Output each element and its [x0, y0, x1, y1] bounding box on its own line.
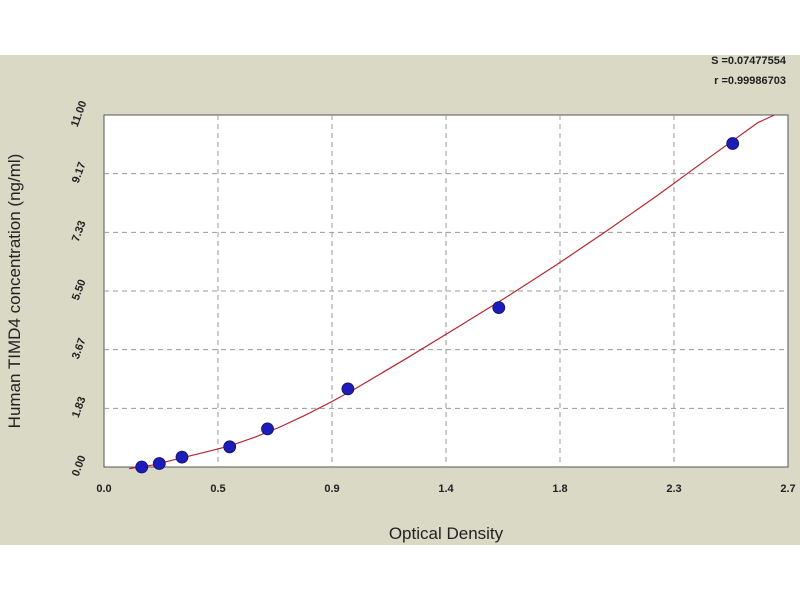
y-tick-label: 11.00 [69, 99, 89, 128]
data-point [135, 460, 149, 474]
data-point [152, 457, 166, 470]
x-tick-label: 0.9 [324, 483, 339, 495]
fit-curve [129, 114, 775, 470]
y-tick-label: 0.00 [70, 454, 89, 478]
y-tick-label: 9.17 [70, 161, 89, 185]
chart-canvas: 0.0 0.5 0.9 1.4 1.8 2.3 2.7 0.00 1.83 3.67 5.50 7.… [5, 99, 796, 543]
x-tick-labels: 0.0 0.5 0.9 1.4 1.8 2.3 2.7 [96, 483, 795, 495]
x-tick-label: 2.3 [666, 483, 681, 495]
data-point [492, 301, 506, 315]
x-tick-label: 1.8 [552, 483, 567, 495]
x-tick-label: 0.5 [210, 483, 225, 495]
data-points [135, 137, 740, 474]
r-statistic: r =0.99986703 [714, 75, 786, 87]
chart-figure: 0.0 0.5 0.9 1.4 1.8 2.3 2.7 0.00 1.83 3.67 5.50 7.… [0, 55, 800, 545]
data-point [261, 422, 274, 436]
data-point [223, 440, 237, 454]
x-tick-label: 2.7 [780, 483, 795, 495]
x-axis-title: Optical Density [389, 524, 504, 543]
grid-lines [104, 115, 788, 467]
data-point [341, 382, 355, 396]
y-tick-label: 3.67 [70, 337, 89, 361]
x-tick-label: 1.4 [438, 483, 454, 495]
y-tick-labels: 0.00 1.83 3.67 5.50 7.33 9.17 11.00 [69, 99, 89, 478]
s-statistic: S =0.07477554 [711, 55, 786, 67]
y-axis-title: Human TIMD4 concentration (ng/ml) [5, 154, 24, 429]
data-point [175, 450, 189, 464]
y-tick-label: 7.33 [70, 219, 89, 243]
data-point [726, 137, 740, 150]
y-tick-label: 1.83 [70, 395, 89, 419]
x-tick-label: 0.0 [96, 483, 111, 495]
y-tick-label: 5.50 [70, 278, 89, 302]
